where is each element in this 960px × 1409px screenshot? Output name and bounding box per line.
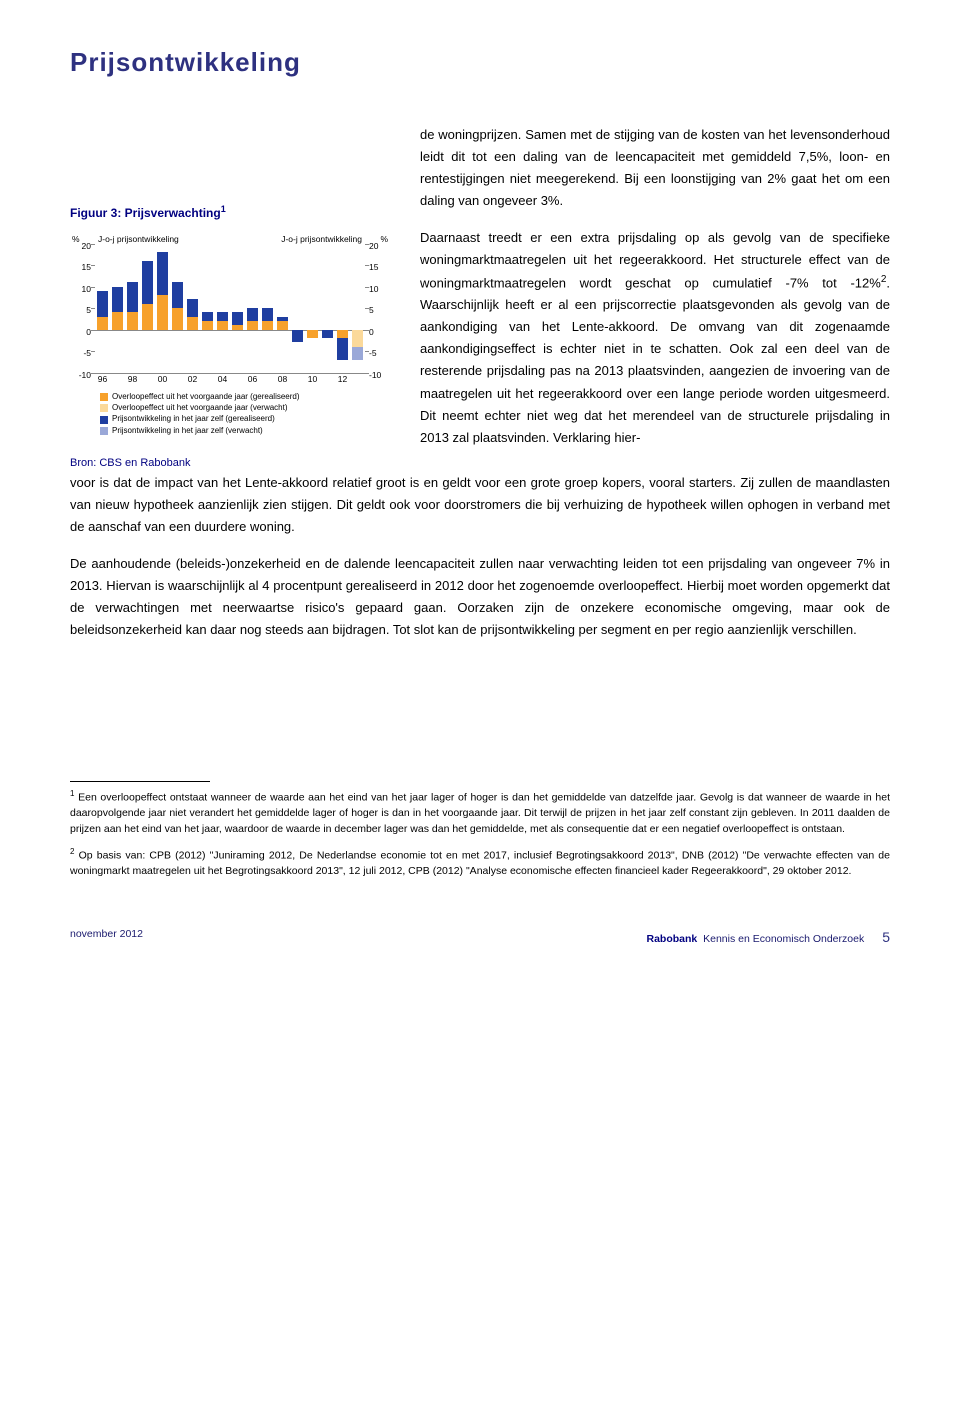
bar-group xyxy=(112,244,123,373)
ytick-right: -5 xyxy=(369,346,387,360)
xtick: 96 xyxy=(98,372,107,386)
xtick: 06 xyxy=(248,372,257,386)
page-footer: november 2012 Rabobank Kennis en Economi… xyxy=(70,920,890,950)
footnote-2: 2 Op basis van: CPB (2012) "Juniraming 2… xyxy=(70,846,890,880)
xtick: 98 xyxy=(128,372,137,386)
bar-group xyxy=(157,244,168,373)
bar-group xyxy=(277,244,288,373)
price-expectation-chart: % J-o-j prijsontwikkeling J-o-j prijsont… xyxy=(70,230,390,450)
ytick-left: 10 xyxy=(73,282,91,296)
footer-date: november 2012 xyxy=(70,926,143,950)
page-title: Prijsontwikkeling xyxy=(70,40,890,84)
bar-group xyxy=(217,244,228,373)
legend-label: Overloopeffect uit het voorgaande jaar (… xyxy=(112,403,288,413)
bar-group xyxy=(232,244,243,373)
bar-group xyxy=(322,244,333,373)
ytick-right: 5 xyxy=(369,303,387,317)
ytick-right: 10 xyxy=(369,282,387,296)
right-paragraph-part2: . Waarschijnlijk heeft er al een prijsco… xyxy=(420,275,890,445)
footer-brand: Rabobank xyxy=(647,933,698,945)
bar-group xyxy=(142,244,153,373)
ytick-left: 0 xyxy=(73,325,91,339)
bar-group xyxy=(202,244,213,373)
figure-title-sup: 1 xyxy=(221,204,226,214)
chart-legend: Overloopeffect uit het voorgaande jaar (… xyxy=(100,392,300,438)
footer-page: 5 xyxy=(882,926,890,950)
legend-item: Overloopeffect uit het voorgaande jaar (… xyxy=(100,392,300,402)
ytick-left: 15 xyxy=(73,260,91,274)
right-paragraph-part1: Daarnaast treedt er een extra prijsdalin… xyxy=(420,230,890,291)
ytick-right: 20 xyxy=(369,239,387,253)
figure-title: Figuur 3: Prijsverwachting1 xyxy=(70,202,400,223)
xtick: 12 xyxy=(338,372,347,386)
wide-paragraph-2: De aanhoudende (beleids-)onzekerheid en … xyxy=(70,553,890,641)
ytick-left: 20 xyxy=(73,239,91,253)
footer-dept: Kennis en Economisch Onderzoek xyxy=(703,933,864,945)
legend-label: Overloopeffect uit het voorgaande jaar (… xyxy=(112,392,300,402)
legend-swatch xyxy=(100,404,108,412)
legend-item: Overloopeffect uit het voorgaande jaar (… xyxy=(100,403,300,413)
ytick-right: 0 xyxy=(369,325,387,339)
xtick: 04 xyxy=(218,372,227,386)
xtick: 00 xyxy=(158,372,167,386)
ytick-right: -10 xyxy=(369,368,387,382)
legend-item: Prijsontwikkeling in het jaar zelf (gere… xyxy=(100,414,300,424)
legend-swatch xyxy=(100,427,108,435)
left-column: Figuur 3: Prijsverwachting1 % J-o-j prij… xyxy=(70,124,400,472)
ytick-left: -5 xyxy=(73,346,91,360)
figure-label: Figuur 3: Prijsverwachting xyxy=(70,206,221,220)
bar-group xyxy=(247,244,258,373)
footnote-1-text: Een overloopeffect ontstaat wanneer de w… xyxy=(70,791,890,835)
bar-group xyxy=(187,244,198,373)
xtick: 08 xyxy=(278,372,287,386)
legend-item: Prijsontwikkeling in het jaar zelf (verw… xyxy=(100,426,300,436)
two-column-row: Figuur 3: Prijsverwachting1 % J-o-j prij… xyxy=(70,124,890,472)
footnote-divider xyxy=(70,781,210,782)
bar-group xyxy=(292,244,303,373)
footnote-1: 1 Een overloopeffect ontstaat wanneer de… xyxy=(70,788,890,838)
ytick-right: 15 xyxy=(369,260,387,274)
chart-source: Bron: CBS en Rabobank xyxy=(70,454,400,473)
right-column: de woningprijzen. Samen met de stijging … xyxy=(420,124,890,472)
bar-group xyxy=(127,244,138,373)
legend-label: Prijsontwikkeling in het jaar zelf (gere… xyxy=(112,414,275,424)
chart-plot-area: 2020151510105500-5-5-10-1096980002040608… xyxy=(95,244,365,374)
bar-group xyxy=(262,244,273,373)
legend-swatch xyxy=(100,393,108,401)
xtick: 02 xyxy=(188,372,197,386)
bar-group xyxy=(97,244,108,373)
wide-paragraph-1: voor is dat de impact van het Lente-akko… xyxy=(70,472,890,538)
bar-group xyxy=(337,244,348,373)
intro-paragraph: de woningprijzen. Samen met de stijging … xyxy=(420,124,890,212)
legend-label: Prijsontwikkeling in het jaar zelf (verw… xyxy=(112,426,263,436)
legend-swatch xyxy=(100,416,108,424)
bar-group xyxy=(172,244,183,373)
ytick-left: -10 xyxy=(73,368,91,382)
bar-group xyxy=(307,244,318,373)
right-paragraph: Daarnaast treedt er een extra prijsdalin… xyxy=(420,227,890,449)
footnote-2-text: Op basis van: CPB (2012) "Juniraming 201… xyxy=(70,849,890,877)
bar-group xyxy=(352,244,363,373)
xtick: 10 xyxy=(308,372,317,386)
ytick-left: 5 xyxy=(73,303,91,317)
